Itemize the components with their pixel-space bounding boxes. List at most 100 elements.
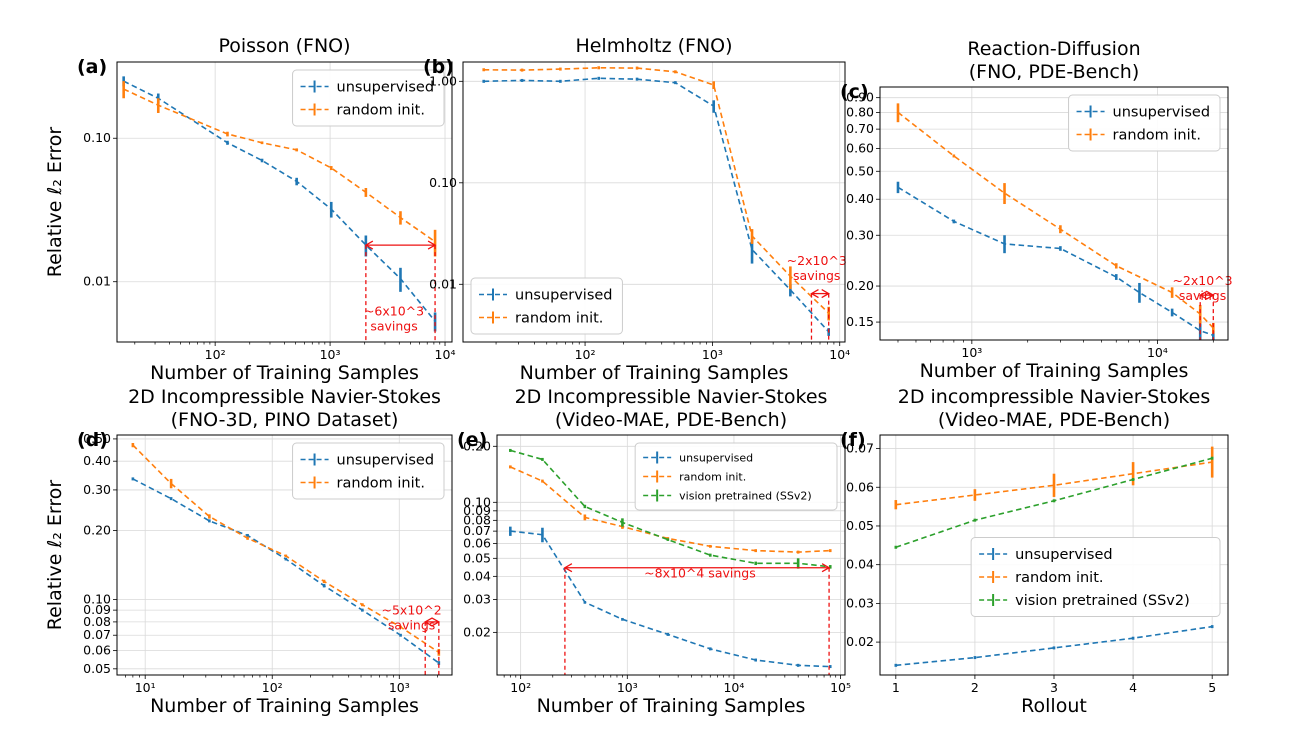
series-line-vision: [510, 449, 831, 568]
legend-label: vision pretrained (SSv2): [679, 489, 812, 502]
legend-label: unsupervised: [515, 288, 613, 304]
panel-label: (d): [77, 429, 108, 451]
panel-title: 2D Incompressible Navier-Stokes: [515, 386, 828, 408]
savings-arrowhead-right: [1205, 290, 1215, 300]
savings-arrowhead-right: [821, 563, 831, 573]
panel-subtitle: (Video-MAE, PDE-Bench): [938, 409, 1170, 431]
savings-arrowhead-left: [364, 240, 374, 250]
panel-subtitle: (FNO, PDE-Bench): [969, 61, 1140, 83]
tick-label-y: 0.10: [429, 175, 457, 190]
x-axis-label: Number of Training Samples: [520, 362, 789, 384]
axes-frame: [116, 61, 453, 343]
savings-arrowhead-left: [563, 563, 573, 573]
y-axis-label: Relative ℓ₂ Error: [44, 127, 66, 278]
axes-frame: [116, 434, 453, 676]
panel-title: Helmholtz (FNO): [575, 35, 732, 57]
tick-label-y: 0.40: [83, 453, 111, 468]
tick-label-y: 0.06: [83, 643, 111, 658]
tick-label-y: 0.01: [429, 276, 457, 291]
tick-label-x: 10⁴: [723, 680, 744, 695]
tick-label-y: 0.05: [463, 550, 491, 565]
tick-label-x: 10³: [320, 347, 341, 362]
tick-label-y: 0.30: [846, 227, 874, 242]
panel-title: 2D Incompressible Navier-Stokes: [128, 386, 441, 408]
tick-label-x: 10²: [575, 347, 596, 362]
tick-label-y: 0.04: [846, 557, 874, 572]
legend-box: [292, 69, 445, 127]
tick-label-y: 0.10: [83, 592, 111, 607]
tick-label-y: 0.50: [846, 163, 874, 178]
x-axis-label: Number of Training Samples: [150, 695, 419, 717]
savings-label: ~8x10^4 savings: [644, 565, 756, 580]
legend-box: [634, 442, 838, 511]
tick-label-y: 0.09: [83, 602, 111, 617]
panel-title: 2D incompressible Navier-Stokes: [898, 386, 1211, 408]
tick-label-y: 0.04: [463, 568, 491, 583]
panel-label: (a): [77, 56, 107, 78]
series-line-unsupervised: [483, 77, 830, 333]
savings-label: savings: [1179, 288, 1226, 303]
tick-label-y: 0.15: [846, 314, 874, 329]
savings-arrowhead-right: [427, 240, 437, 250]
legend-label: unsupervised: [1015, 547, 1113, 563]
tick-label-y: 0.50: [83, 431, 111, 446]
tick-label-y: 0.02: [846, 634, 874, 649]
legend-label: random init.: [337, 103, 425, 119]
panel-e: 10² 10³ 10⁴ 10⁵ 0.02 0.03 0.04 0.050.060.070.08…: [457, 386, 851, 717]
legend-label: unsupervised: [679, 451, 753, 464]
tick-label-x: 10³: [702, 347, 723, 362]
axes-frame: [879, 86, 1229, 341]
tick-label-y: 0.10: [463, 494, 491, 509]
tick-label-y: 0.03: [463, 592, 491, 607]
legend-label: random init.: [515, 311, 603, 327]
panel-subtitle: (Video-MAE, PDE-Bench): [555, 409, 787, 431]
panel-label: (e): [457, 429, 487, 451]
tick-label-y: 0.30: [83, 482, 111, 497]
legend-label: random init.: [1015, 570, 1103, 586]
legend-label: random init.: [1113, 128, 1201, 144]
tick-label-x: 10³: [617, 680, 638, 695]
tick-label-y: 0.07: [83, 627, 111, 642]
axes-frame: [496, 434, 846, 676]
legend-label: random init.: [679, 470, 746, 483]
savings-label: savings: [370, 319, 417, 334]
series-line-random: [895, 461, 1213, 506]
tick-label-x: 10¹: [135, 680, 156, 695]
tick-label-y: 0.10: [83, 130, 111, 145]
tick-label-y: 0.06: [463, 536, 491, 551]
tick-label-x: 3: [1050, 680, 1058, 695]
tick-label-x: 2: [971, 680, 979, 695]
panel-label: (b): [423, 56, 454, 78]
tick-label-y: 0.20: [83, 522, 111, 537]
y-axis-label: Relative ℓ₂ Error: [44, 480, 66, 631]
panel-subtitle: (FNO-3D, PINO Dataset): [171, 409, 399, 431]
tick-label-y: 0.07: [463, 523, 491, 538]
tick-label-y: 1.00: [429, 73, 457, 88]
tick-label-y: 0.09: [463, 503, 491, 518]
axes-frame: [462, 61, 846, 343]
savings-arrowhead-left: [1198, 290, 1208, 300]
tick-label-x: 5: [1208, 680, 1216, 695]
tick-label-x: 10⁴: [1147, 345, 1168, 360]
tick-label-x: 10²: [262, 680, 283, 695]
panel-label: (c): [840, 81, 869, 103]
series-line-random: [483, 66, 830, 314]
tick-label-y: 0.06: [846, 479, 874, 494]
legend-box: [292, 442, 445, 500]
tick-label-y: 0.08: [463, 512, 491, 527]
savings-label: ~6x10^3: [364, 304, 424, 319]
x-axis-label: Number of Training Samples: [150, 362, 419, 384]
savings-label: savings: [388, 618, 435, 633]
legend-label: random init.: [337, 476, 425, 492]
tick-label-y: 0.02: [463, 624, 491, 639]
tick-label-y: 0.70: [846, 121, 874, 136]
legend-box: [970, 537, 1221, 617]
panel-title: Reaction-Diffusion: [967, 38, 1140, 60]
tick-label-x: 10⁴: [829, 347, 850, 362]
savings-label: savings: [793, 268, 840, 283]
x-axis-label: Rollout: [1021, 695, 1087, 717]
series-line-unsupervised: [897, 186, 1214, 337]
tick-label-x: 4: [1129, 680, 1137, 695]
